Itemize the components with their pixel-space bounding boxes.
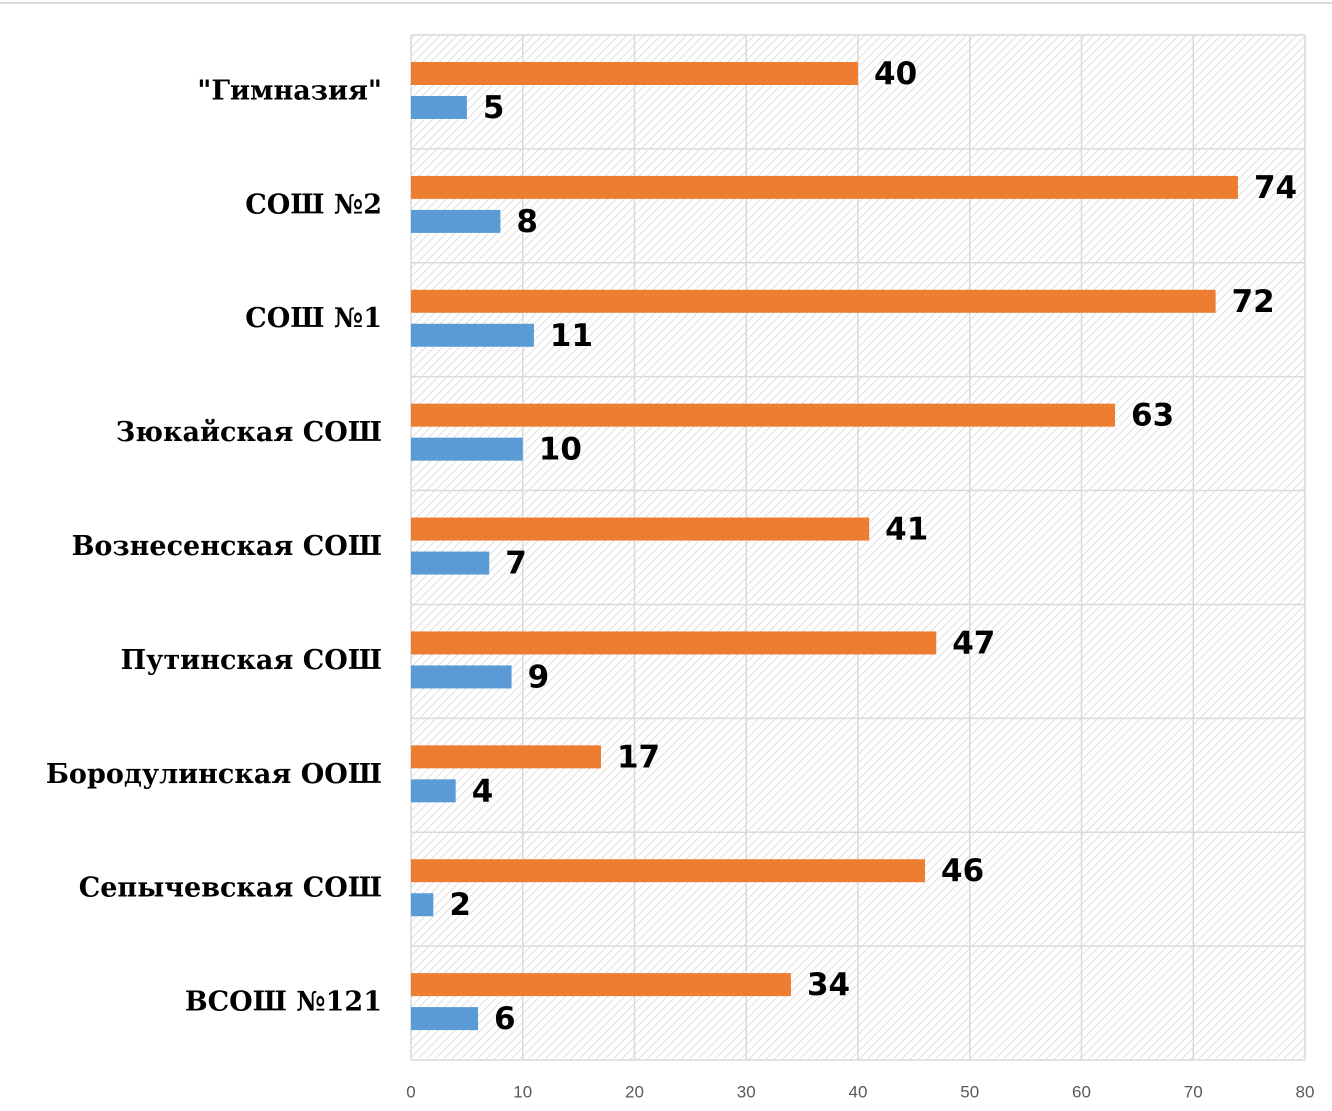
x-tick-label: 70 xyxy=(1184,1082,1203,1101)
category-label: "Гимназия" xyxy=(197,75,382,106)
x-tick-label: 20 xyxy=(625,1082,644,1101)
category-label: Сепычевская СОШ xyxy=(79,873,382,904)
bar xyxy=(411,209,501,233)
data-label: 63 xyxy=(1131,398,1174,434)
data-label: 40 xyxy=(874,56,917,92)
data-label: 47 xyxy=(952,625,995,661)
x-tick-label: 10 xyxy=(513,1082,532,1101)
data-label: 5 xyxy=(483,90,505,126)
category-label: ВСОШ №121 xyxy=(185,987,382,1018)
category-label: СОШ №2 xyxy=(245,189,382,220)
data-label: 34 xyxy=(807,967,850,1003)
bar xyxy=(411,859,926,883)
bar xyxy=(411,437,523,461)
x-tick-label: 80 xyxy=(1296,1082,1315,1101)
bar xyxy=(411,665,512,689)
bar xyxy=(411,1007,479,1031)
data-label: 10 xyxy=(539,432,582,468)
bar xyxy=(411,323,534,347)
bar xyxy=(411,779,456,803)
bar xyxy=(411,551,490,575)
bar xyxy=(411,973,791,997)
bar xyxy=(411,893,434,917)
data-label: 8 xyxy=(516,204,538,240)
x-tick-label: 50 xyxy=(960,1082,979,1101)
data-label: 2 xyxy=(449,887,471,923)
data-label: 46 xyxy=(941,853,984,889)
data-label: 72 xyxy=(1232,284,1275,320)
x-tick-label: 40 xyxy=(849,1082,868,1101)
bar xyxy=(411,96,467,119)
x-tick-label: 0 xyxy=(406,1082,415,1101)
bar xyxy=(411,745,601,769)
x-tick-label: 30 xyxy=(737,1082,756,1101)
data-label: 9 xyxy=(528,659,550,695)
bar xyxy=(411,62,858,85)
category-label: Зюкайская СОШ xyxy=(116,417,382,448)
category-label: Путинская СОШ xyxy=(121,645,382,676)
data-label: 41 xyxy=(885,512,928,548)
bar xyxy=(411,289,1216,313)
data-label: 4 xyxy=(472,773,494,809)
data-label: 7 xyxy=(505,546,527,582)
bar xyxy=(411,403,1116,427)
category-label: СОШ №1 xyxy=(245,303,382,334)
data-label: 74 xyxy=(1254,170,1297,206)
bar xyxy=(411,631,937,655)
data-label: 6 xyxy=(494,1001,516,1037)
x-tick-label: 60 xyxy=(1072,1082,1091,1101)
bar xyxy=(411,517,870,541)
data-label: 11 xyxy=(550,318,593,354)
data-label: 17 xyxy=(617,739,660,775)
bar xyxy=(411,175,1238,199)
category-label: Вознесенская СОШ xyxy=(72,531,382,562)
category-label: Бородулинская ООШ xyxy=(46,759,382,790)
